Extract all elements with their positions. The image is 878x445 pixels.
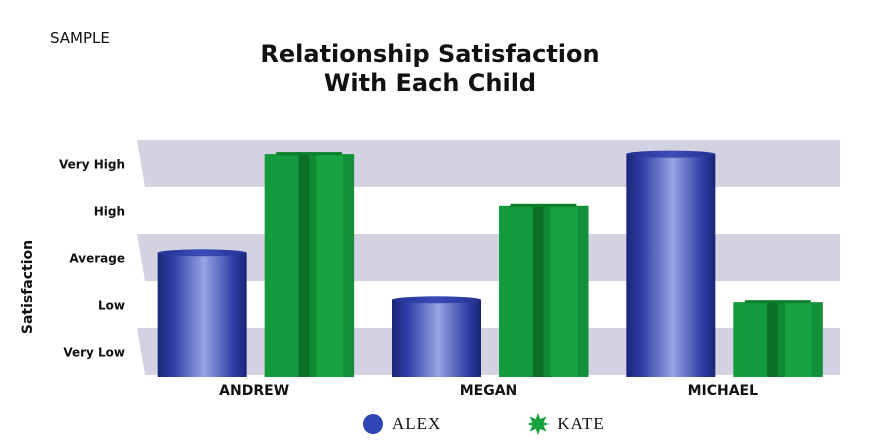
bar-kate-facet <box>316 154 344 377</box>
chart-title: Relationship Satisfaction With Each Chil… <box>180 40 680 98</box>
bar-kate-top <box>276 152 343 156</box>
bar-kate <box>264 152 355 377</box>
bar-kate-facet <box>543 205 552 377</box>
bar-alex-top <box>392 296 481 304</box>
bar-kate-facet <box>784 302 813 377</box>
bar-kate-facet <box>550 205 578 377</box>
bar-kate-facet <box>509 205 534 377</box>
bar-alex-top <box>157 249 247 257</box>
bar-kate-facet <box>532 205 544 377</box>
y-tick-label: Low <box>98 299 125 313</box>
bar-kate-facet <box>777 302 786 377</box>
bar-alex-top <box>626 150 716 158</box>
bar-kate <box>499 203 589 377</box>
circle-icon <box>363 414 383 434</box>
x-tick-label: MEGAN <box>460 383 518 399</box>
bar-kate <box>733 300 823 377</box>
bar-kate-top <box>744 300 811 304</box>
watermark-label: SAMPLE <box>50 29 110 47</box>
bar-kate-facet <box>499 205 511 377</box>
legend-label-kate: KATE <box>557 414 605 433</box>
y-axis-tick-labels: Very Low Low Average High Very High <box>59 158 125 360</box>
chart-title-line-1: Relationship Satisfaction <box>260 40 600 68</box>
bar-kate-facet <box>733 302 745 377</box>
bar-alex <box>392 299 481 377</box>
legend-item-kate: KATE <box>527 413 604 435</box>
legend-item-alex: ALEX <box>362 413 441 435</box>
bar-kate-facet <box>309 154 317 377</box>
legend: ALEX KATE <box>362 410 605 438</box>
y-tick-label: High <box>94 205 125 219</box>
bar-kate-top <box>510 203 577 207</box>
y-tick-label: Very High <box>59 158 125 172</box>
bar-kate-facet <box>342 154 355 377</box>
bar-kate-facet <box>264 154 276 377</box>
bar-kate-facet <box>298 154 310 377</box>
grid-band <box>137 140 840 187</box>
bar-alex <box>626 154 716 377</box>
x-tick-label: MICHAEL <box>688 383 759 399</box>
bar-kate-facet <box>275 154 299 377</box>
x-tick-label: ANDREW <box>219 383 289 399</box>
bar-marks <box>157 150 823 377</box>
y-axis-label: Satisfaction <box>20 240 36 334</box>
bar-kate-facet <box>744 302 768 377</box>
bar-kate-facet <box>577 205 589 377</box>
bar-alex <box>157 252 247 377</box>
y-tick-label: Very Low <box>63 346 125 360</box>
star-icon <box>527 413 550 435</box>
bar-kate-facet <box>767 302 779 377</box>
chart-title-line-2: With Each Child <box>323 69 537 97</box>
legend-label-alex: ALEX <box>392 414 442 433</box>
bar-kate-facet <box>811 302 823 377</box>
x-axis-tick-labels: ANDREW MEGAN MICHAEL <box>219 383 758 399</box>
y-tick-label: Average <box>69 252 125 266</box>
